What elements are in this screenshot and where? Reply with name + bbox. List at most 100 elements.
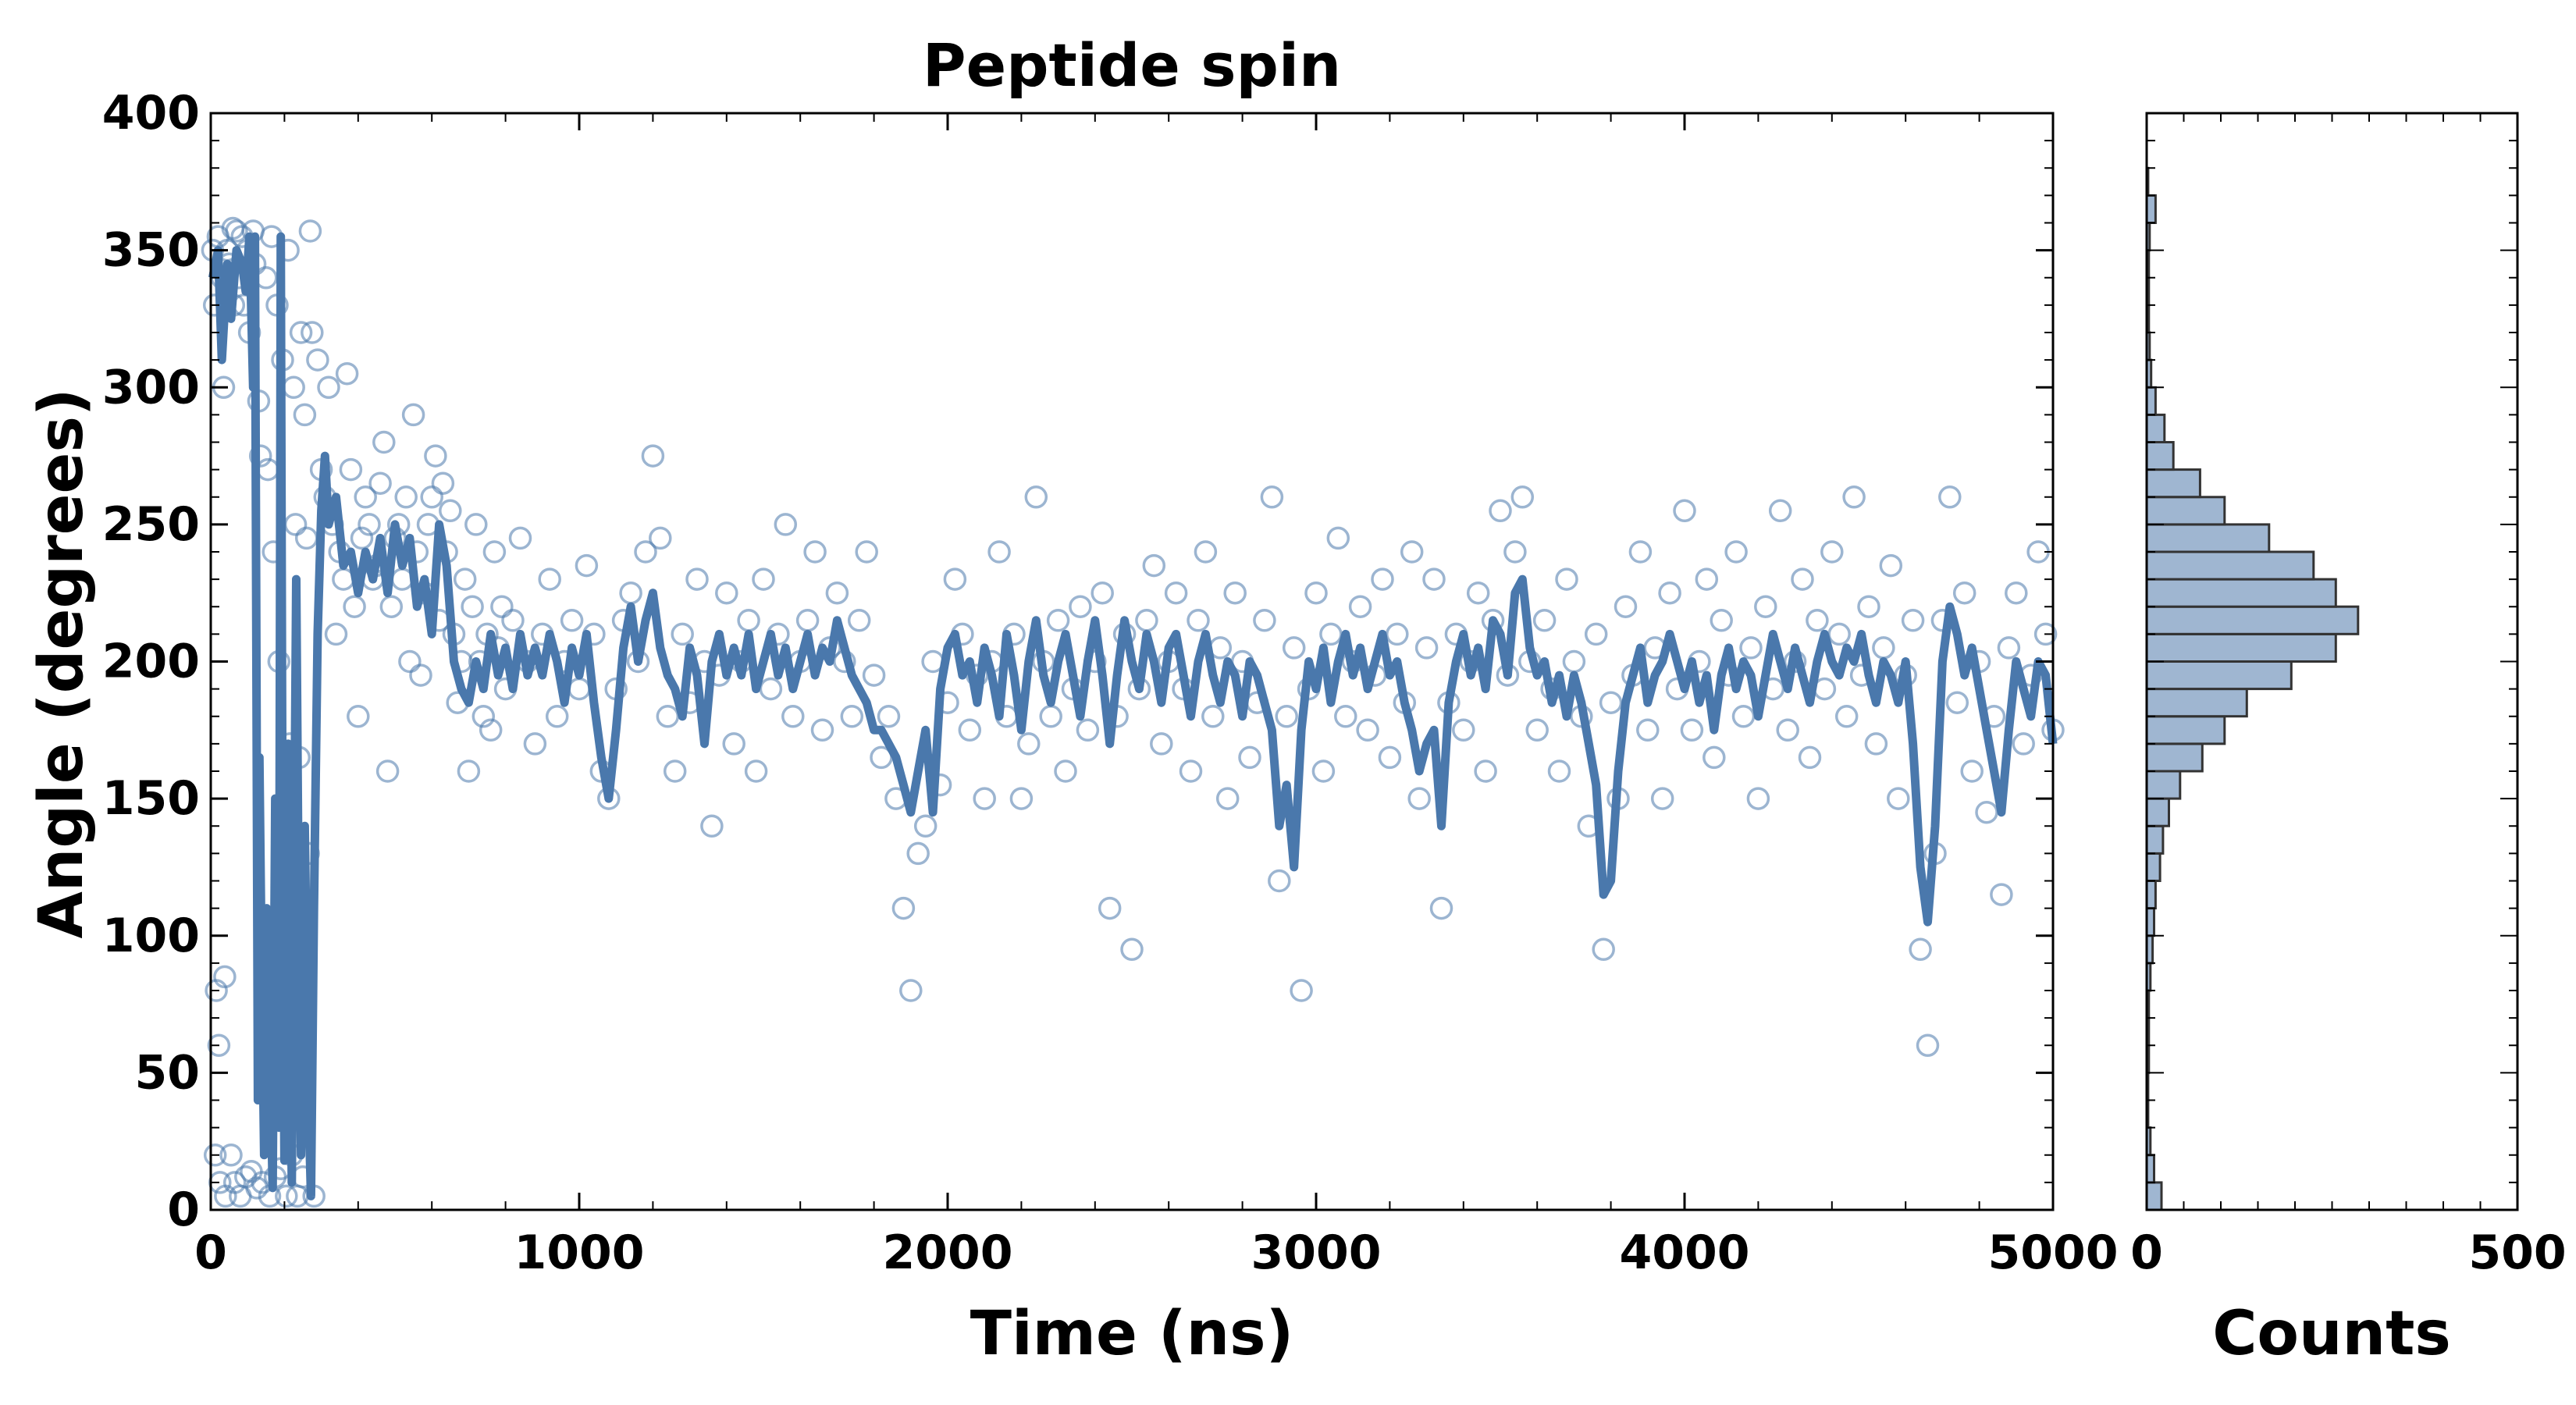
scatter-point xyxy=(722,732,745,756)
scatter-point xyxy=(431,471,455,495)
scatter-point xyxy=(1179,759,1203,783)
scatter-point xyxy=(825,581,849,605)
scatter-point xyxy=(1466,581,1490,605)
scatter-point xyxy=(368,471,392,495)
scatter-point xyxy=(1386,622,1409,646)
scatter-point xyxy=(1952,581,1976,605)
x-tick-label: 3000 xyxy=(1251,1225,1382,1280)
scatter-point xyxy=(752,567,775,591)
main-axes-frame xyxy=(209,112,2055,1211)
scatter-point xyxy=(1739,636,1763,660)
scatter-point xyxy=(1503,540,1527,564)
scatter-point xyxy=(1710,609,1733,632)
scatter-point xyxy=(398,649,422,674)
histogram-bar xyxy=(2145,605,2360,635)
scatter-point xyxy=(394,486,418,509)
scatter-point xyxy=(1746,787,1770,810)
running-average-line xyxy=(208,232,2058,1200)
scatter-point xyxy=(1422,567,1446,591)
scatter-point xyxy=(1555,567,1578,591)
scatter-point xyxy=(219,1144,243,1167)
x-tick-label: 0 xyxy=(194,1225,227,1280)
scatter-point xyxy=(1887,787,1910,810)
scatter-point xyxy=(1673,499,1696,523)
chart-title: Peptide spin xyxy=(923,30,1341,100)
histogram-bar xyxy=(2145,880,2157,910)
scatter-point xyxy=(1776,718,1799,742)
scatter-point xyxy=(1201,705,1225,728)
scatter-point xyxy=(1857,595,1880,618)
scatter-point xyxy=(744,759,768,783)
hist-x-axis-label: Counts xyxy=(2212,1299,2451,1369)
scatter-point xyxy=(1945,691,1969,714)
scatter-point xyxy=(1268,869,1291,893)
scatter-point xyxy=(490,595,514,618)
scatter-point xyxy=(803,540,827,564)
scatter-point xyxy=(1547,759,1571,783)
scatter-point xyxy=(1017,732,1041,756)
scatter-point xyxy=(1069,595,1092,618)
scatter-point xyxy=(1636,718,1660,742)
scatter-point xyxy=(335,361,359,386)
scatter-point xyxy=(1378,745,1402,770)
scatter-point xyxy=(781,705,805,728)
scatter-point xyxy=(339,457,363,482)
scatter-point xyxy=(1319,622,1343,646)
scatter-point xyxy=(1474,759,1497,783)
scatter-point xyxy=(1658,581,1681,605)
scatter-point xyxy=(715,581,738,605)
y-tick-label: 250 xyxy=(102,497,200,552)
scatter-point xyxy=(634,540,657,564)
scatter-point xyxy=(358,513,381,536)
scatter-point xyxy=(1120,937,1144,962)
hist-x-tick-label: 500 xyxy=(2468,1225,2566,1280)
histogram-bar xyxy=(2145,688,2248,718)
scatter-point xyxy=(1754,595,1777,618)
scatter-point xyxy=(439,499,462,523)
main-scatter-plot: 0 1000 2000 3000 4000 5000 0 50 100 150 200 250 300 3… xyxy=(102,86,2119,1280)
scatter-point xyxy=(1371,567,1394,591)
histogram-bar xyxy=(2145,413,2166,444)
scatter-point xyxy=(1864,732,1888,756)
scatter-point xyxy=(1223,581,1247,605)
histogram-bar xyxy=(2145,496,2226,526)
scatter-point xyxy=(379,595,404,618)
scatter-point xyxy=(840,705,864,728)
scatter-point xyxy=(1879,553,1903,578)
scatter-point xyxy=(810,718,834,742)
scatter-point xyxy=(1054,759,1077,783)
scatter-point xyxy=(906,841,930,866)
scatter-point xyxy=(479,718,503,742)
histogram-bar xyxy=(2145,550,2315,581)
histogram-bar xyxy=(2145,632,2337,663)
scatter-point xyxy=(575,553,599,578)
scatter-point xyxy=(913,814,938,838)
scatter-point xyxy=(222,1171,247,1194)
y-tick-label: 200 xyxy=(102,635,200,689)
scatter-point xyxy=(560,609,584,632)
histogram-bar xyxy=(2145,742,2204,773)
scatter-point xyxy=(1834,705,1859,728)
scatter-point xyxy=(1680,718,1704,742)
main-axis-ticks: 0 1000 2000 3000 4000 5000 0 50 100 150 200 250 300 3… xyxy=(102,86,2119,1280)
scatter-point xyxy=(508,526,532,550)
scatter-point xyxy=(1046,609,1070,632)
x-tick-label: 1000 xyxy=(514,1225,645,1280)
scatter-point xyxy=(354,486,377,509)
scatter-point xyxy=(1150,732,1173,756)
hist-x-tick-label: 0 xyxy=(2130,1225,2163,1280)
histogram-bar xyxy=(2145,824,2165,855)
scatter-point xyxy=(1290,979,1313,1002)
scatter-point xyxy=(464,513,488,536)
scatter-point xyxy=(1452,718,1475,742)
histogram-bar xyxy=(2145,468,2201,499)
scatter-point xyxy=(671,622,694,646)
scatter-point xyxy=(1960,759,1984,783)
scatter-point xyxy=(1194,540,1218,564)
scatter-point xyxy=(306,348,329,372)
scatter-point xyxy=(2005,581,2028,605)
scatter-point xyxy=(862,663,886,687)
scatter-point xyxy=(293,403,317,427)
scatter-point xyxy=(1348,595,1372,618)
